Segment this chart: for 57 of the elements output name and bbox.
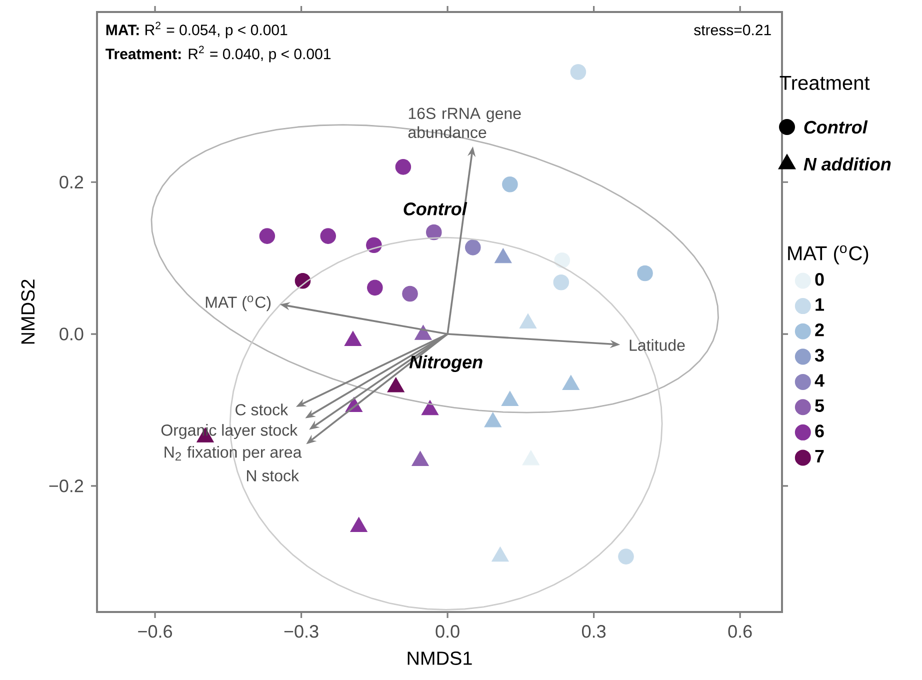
point xyxy=(402,286,418,302)
point xyxy=(395,159,412,175)
point xyxy=(553,274,570,290)
legend-label: 7 xyxy=(815,450,824,462)
y-axis-title: NMDS2 xyxy=(21,280,35,344)
y-tick-label: 0.0 xyxy=(60,328,84,340)
point xyxy=(414,324,432,340)
annotation: N stock xyxy=(247,470,300,482)
annotation: MAT: R$^{2}$ = 0.054, p < 0.001 xyxy=(106,22,288,38)
legend-label: 6 xyxy=(815,424,824,438)
legend-label: 2 xyxy=(815,324,824,336)
x-tick-label: 0.3 xyxy=(582,625,606,638)
y-tick-label: −0.2 xyxy=(49,480,84,492)
point xyxy=(320,228,336,244)
annotation: C stock xyxy=(236,404,288,416)
point xyxy=(570,64,586,80)
x-tick-label: 0.6 xyxy=(728,625,752,638)
annotation: Control xyxy=(404,202,468,216)
point xyxy=(492,546,509,562)
point xyxy=(465,240,481,256)
annotation: 16S rRNA gene abundance xyxy=(408,108,521,138)
point xyxy=(484,412,502,428)
point xyxy=(502,176,518,192)
legend-label: 0 xyxy=(815,272,824,286)
point xyxy=(637,265,653,282)
point xyxy=(350,517,368,532)
point xyxy=(412,450,429,466)
annotation: Latitude xyxy=(630,339,685,351)
legend-label: 1 xyxy=(816,298,824,311)
point xyxy=(501,390,519,406)
x-tick-label: 0.0 xyxy=(436,625,460,638)
annotation: stress=0.21 xyxy=(694,24,771,36)
x-tick-label: −0.3 xyxy=(284,625,318,638)
annotation: Treatment xyxy=(780,76,870,90)
point xyxy=(387,377,404,392)
text: Control xyxy=(804,120,868,134)
annotation: MAT ($^{o}$C) xyxy=(206,296,271,312)
point xyxy=(367,280,383,296)
x-axis-title: NMDS1 xyxy=(408,652,472,665)
point xyxy=(421,400,439,416)
point xyxy=(426,224,442,240)
legend-label: 3 xyxy=(814,348,824,362)
point xyxy=(554,252,570,268)
x-tick-label: −0.6 xyxy=(138,625,172,638)
point xyxy=(522,450,540,466)
annotation: Nitrogen xyxy=(409,355,482,372)
point xyxy=(259,228,276,244)
annotation: N$_{2}$ fixation per area xyxy=(164,446,302,461)
legend-label: 4 xyxy=(814,374,824,387)
y-tick-label: 0.2 xyxy=(60,176,84,189)
point xyxy=(562,375,580,390)
legend-title: MAT ($^{o}$C) xyxy=(788,245,868,264)
point xyxy=(344,330,362,346)
annotation: Treatment: R$^{2}$ = 0.040, p < 0.001 xyxy=(106,46,331,62)
point xyxy=(519,313,537,328)
text: N addition xyxy=(804,157,891,171)
legend-label: 5 xyxy=(815,399,824,412)
